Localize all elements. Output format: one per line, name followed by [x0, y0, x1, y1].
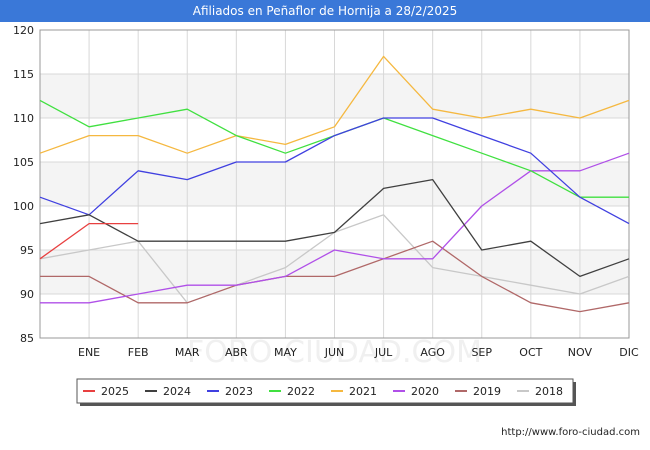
y-tick-label: 105: [13, 156, 34, 169]
legend-label-2025: 2025: [101, 385, 129, 398]
legend-label-2021: 2021: [349, 385, 377, 398]
x-tick-label: MAY: [274, 346, 297, 359]
chart-title: Afiliados en Peñaflor de Hornija a 28/2/…: [0, 0, 650, 22]
legend-label-2022: 2022: [287, 385, 315, 398]
x-tick-label: ENE: [78, 346, 100, 359]
legend-label-2019: 2019: [473, 385, 501, 398]
x-tick-label: FEB: [128, 346, 149, 359]
x-tick-label: ABR: [225, 346, 248, 359]
x-tick-label: DIC: [619, 346, 639, 359]
x-tick-label: MAR: [175, 346, 200, 359]
y-tick-label: 100: [13, 200, 34, 213]
x-tick-label: AGO: [420, 346, 445, 359]
legend-label-2018: 2018: [535, 385, 563, 398]
x-tick-label: OCT: [519, 346, 542, 359]
y-tick-label: 90: [20, 288, 34, 301]
y-tick-label: 120: [13, 24, 34, 37]
x-tick-label: JUL: [374, 346, 393, 359]
y-tick-label: 95: [20, 244, 34, 257]
series-line-2024: [39, 178, 630, 278]
legend-box: [76, 378, 574, 404]
series-line-2023: [39, 117, 630, 225]
series-line-2021: [39, 55, 630, 154]
plot-border: [39, 29, 630, 339]
series-line-2019: [40, 240, 630, 313]
legend-label-2020: 2020: [411, 385, 439, 398]
y-tick-label: 110: [13, 112, 34, 125]
series-line-2025: [39, 222, 139, 260]
y-tick-label: 115: [13, 68, 34, 81]
legend-label-2023: 2023: [225, 385, 253, 398]
y-tick-label: 85: [20, 332, 34, 345]
footer-url: http://www.foro-ciudad.com: [501, 427, 640, 438]
x-tick-label: NOV: [568, 346, 593, 359]
x-tick-label: JUN: [324, 346, 345, 359]
watermark: FORO-CIUDAD.COM: [187, 335, 482, 370]
x-tick-label: SEP: [471, 346, 492, 359]
legend-label-2024: 2024: [163, 385, 191, 398]
